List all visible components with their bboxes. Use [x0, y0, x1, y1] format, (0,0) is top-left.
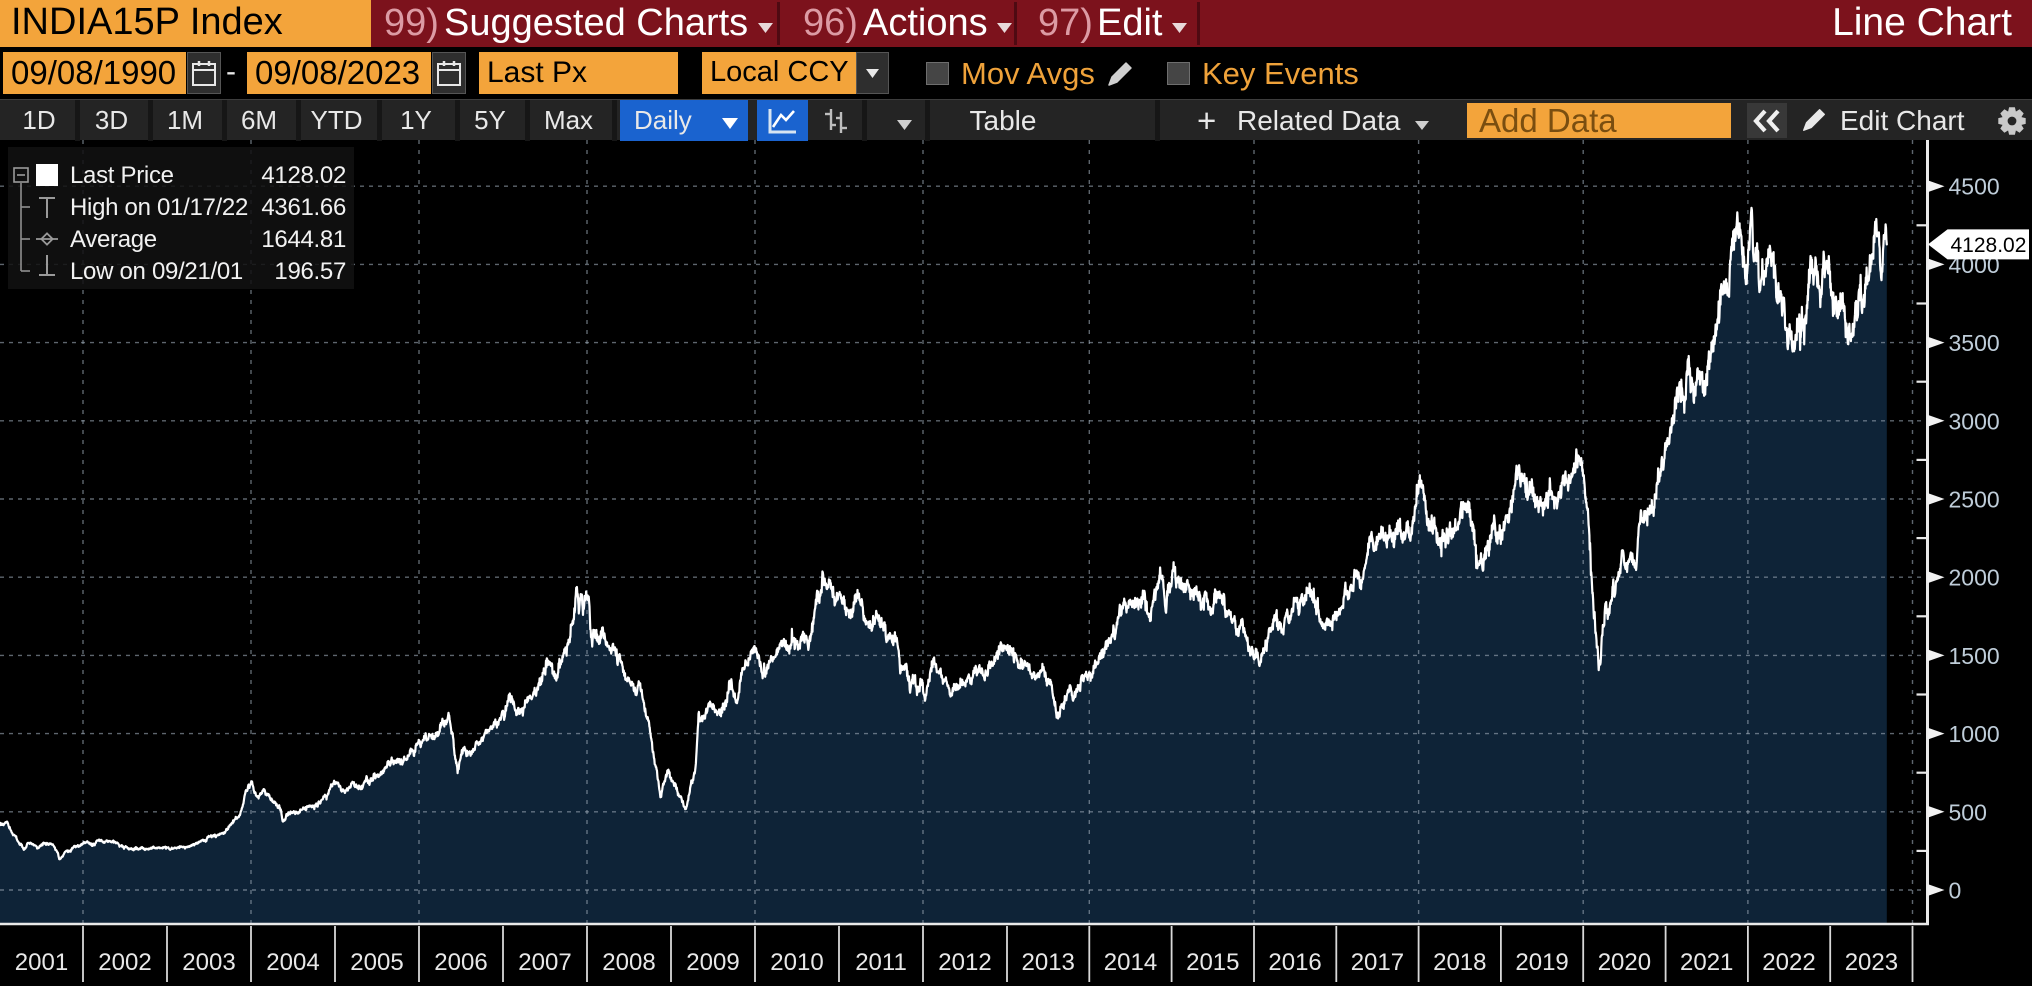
svg-text:2000: 2000	[1949, 565, 2000, 591]
svg-text:2011: 2011	[855, 949, 907, 976]
svg-text:2002: 2002	[98, 949, 151, 976]
svg-text:2500: 2500	[1949, 487, 2000, 513]
svg-text:2007: 2007	[518, 949, 571, 976]
svg-text:2008: 2008	[602, 949, 655, 976]
svg-text:4500: 4500	[1949, 174, 2000, 200]
svg-text:2020: 2020	[1598, 949, 1651, 976]
svg-text:2012: 2012	[938, 949, 991, 976]
svg-text:2016: 2016	[1268, 949, 1321, 976]
svg-text:2019: 2019	[1515, 949, 1568, 976]
svg-text:3500: 3500	[1949, 330, 2000, 356]
svg-text:2013: 2013	[1022, 949, 1075, 976]
svg-text:4128.02: 4128.02	[1951, 234, 2027, 257]
svg-text:3000: 3000	[1949, 408, 2000, 434]
svg-text:2004: 2004	[266, 949, 319, 976]
svg-text:2006: 2006	[434, 949, 487, 976]
svg-text:2015: 2015	[1186, 949, 1239, 976]
svg-text:2021: 2021	[1680, 949, 1733, 976]
svg-text:2017: 2017	[1351, 949, 1404, 976]
svg-text:2023: 2023	[1845, 949, 1898, 976]
svg-text:2009: 2009	[686, 949, 739, 976]
svg-text:500: 500	[1949, 799, 1987, 825]
svg-text:2018: 2018	[1433, 949, 1486, 976]
svg-text:2014: 2014	[1104, 949, 1157, 976]
svg-text:2005: 2005	[350, 949, 403, 976]
svg-text:0: 0	[1949, 878, 1962, 904]
svg-text:2003: 2003	[182, 949, 235, 976]
svg-text:1000: 1000	[1949, 721, 2000, 747]
svg-text:2010: 2010	[770, 949, 823, 976]
svg-text:1500: 1500	[1949, 643, 2000, 669]
svg-text:2022: 2022	[1762, 949, 1815, 976]
svg-text:2001: 2001	[15, 949, 68, 976]
